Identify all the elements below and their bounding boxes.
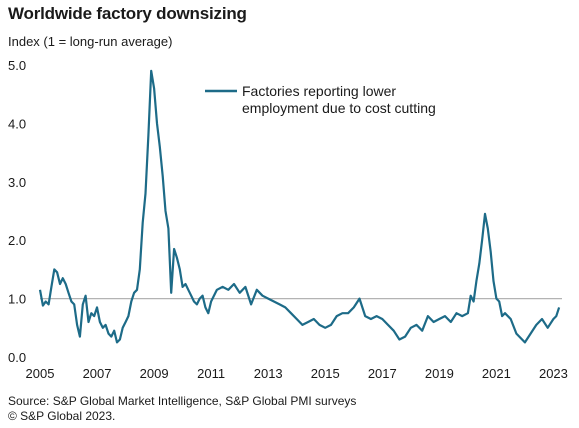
chart-title: Worldwide factory downsizing	[8, 4, 247, 23]
legend-label-line-1: Factories reporting lower	[242, 83, 396, 99]
y-tick-label: 0.0	[8, 350, 26, 365]
x-tick-label: 2007	[83, 366, 112, 381]
y-tick-label: 3.0	[8, 175, 26, 190]
x-axis: 2005 2007 2009 2011 2013 2015 2017 2019 2021 2023	[26, 366, 568, 381]
y-tick-label: 2.0	[8, 233, 26, 248]
legend: Factories reporting lower employment due…	[205, 83, 436, 116]
chart-subtitle: Index (1 = long-run average)	[8, 34, 173, 49]
series-line	[38, 69, 561, 344]
y-tick-label: 5.0	[8, 58, 26, 73]
y-tick-label: 1.0	[8, 292, 26, 307]
source-note: Source: S&P Global Market Intelligence, …	[8, 394, 357, 408]
footer: Source: S&P Global Market Intelligence, …	[8, 394, 356, 424]
x-tick-label: 2023	[539, 366, 568, 381]
x-tick-label: 2005	[26, 366, 55, 381]
x-tick-label: 2017	[368, 366, 397, 381]
chart-plot: 0.01.02.03.04.05.0 2005 2007 2009 2011 2013 2…	[8, 58, 568, 381]
y-tick-label: 4.0	[8, 116, 26, 131]
x-tick-label: 2015	[311, 366, 340, 381]
y-axis: 0.0 1.0 2.0 3.0 4.0 5.0	[8, 58, 26, 365]
copyright-note: © S&P Global 2023.	[8, 409, 116, 423]
x-tick-label: 2009	[140, 366, 169, 381]
x-tick-label: 2013	[254, 366, 283, 381]
x-tick-label: 2019	[425, 366, 454, 381]
legend-label-line-2: employment due to cost cutting	[242, 100, 436, 116]
x-tick-label: 2021	[482, 366, 511, 381]
x-tick-label: 2011	[197, 366, 225, 381]
